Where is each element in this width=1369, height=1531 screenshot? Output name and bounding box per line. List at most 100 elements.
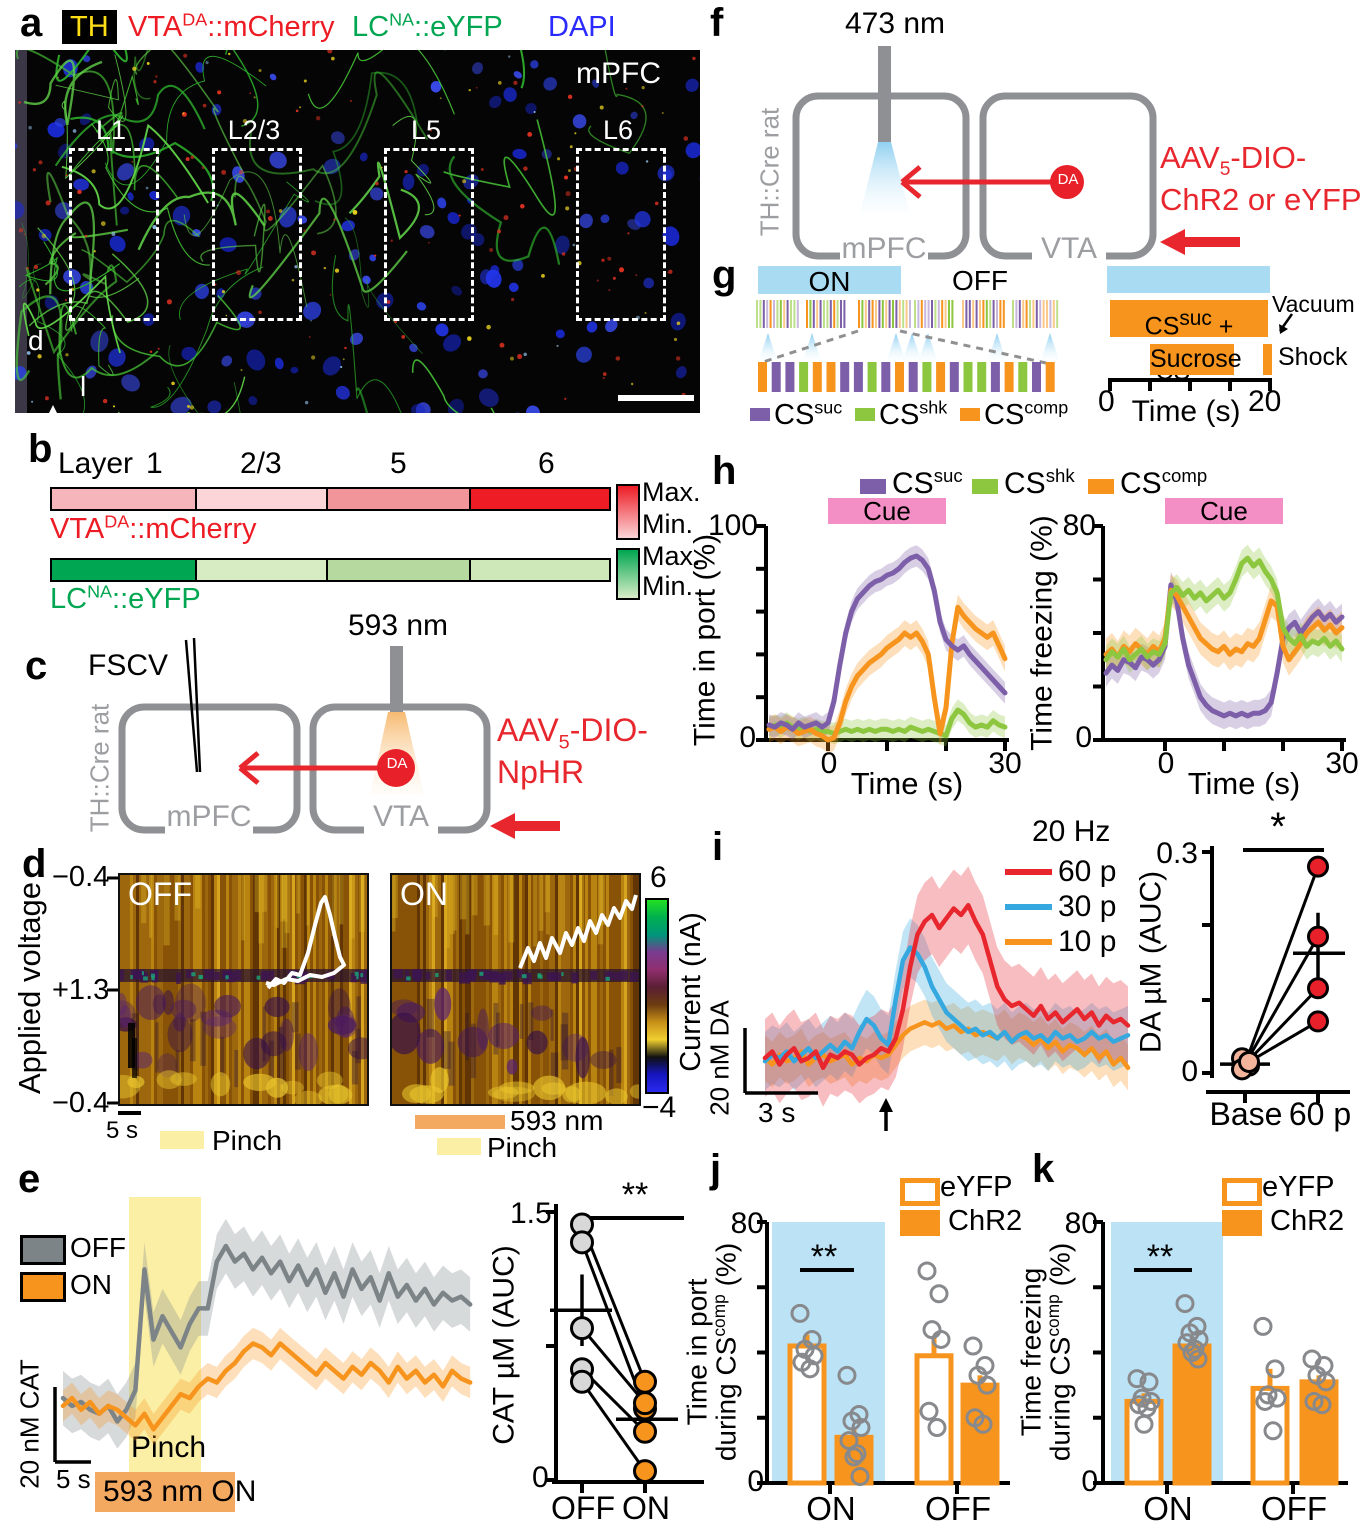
j-xtick-on: ON bbox=[806, 1490, 856, 1527]
k-ylabel: Time freezing during CScomp (%) bbox=[1015, 1242, 1075, 1462]
cat-auc-axis-label: CAT µM (AUC) bbox=[487, 1245, 521, 1445]
th-cre-rat-label-f: TH::Cre rat bbox=[754, 107, 785, 237]
laser-swatch-on bbox=[415, 1115, 505, 1129]
wavelength-473-label: 473 nm bbox=[844, 7, 946, 40]
legend-60p: 60 p bbox=[1058, 855, 1117, 888]
eyfp-seg-l6 bbox=[471, 560, 609, 580]
j-significance: ** bbox=[810, 1238, 838, 1276]
cs-shk-legend: CSshk bbox=[879, 397, 948, 431]
panel-g-label: g bbox=[712, 253, 737, 297]
j-ymax: 80 bbox=[730, 1207, 764, 1240]
virus-label-c-line2: NpHR bbox=[497, 754, 585, 790]
h-right-ymax: 80 bbox=[1062, 509, 1096, 542]
layer-label-l23: L2/3 bbox=[227, 115, 281, 145]
panel-e-label: e bbox=[18, 1157, 41, 1201]
panel-k-label: k bbox=[1032, 1147, 1055, 1191]
j-chr2-swatch bbox=[900, 1210, 940, 1236]
pinch-label-off: Pinch bbox=[212, 1125, 283, 1156]
h-right-x0: 0 bbox=[1157, 747, 1175, 780]
shock-label: Shock bbox=[1278, 343, 1348, 371]
mcherry-gradient-legend bbox=[616, 484, 640, 540]
layer-label-l6: L6 bbox=[602, 115, 634, 145]
cs-shk-swatch bbox=[855, 408, 875, 421]
vta-box-label-c: VTA bbox=[364, 800, 438, 834]
colorbar-min: −4 bbox=[642, 1091, 677, 1124]
k-xtick-off: OFF bbox=[1261, 1490, 1327, 1527]
da-neuron-label-f: DA bbox=[1057, 171, 1079, 188]
pinch-swatch-on bbox=[437, 1138, 481, 1155]
vta-mcherry-label: VTADA::mCherry bbox=[128, 9, 335, 43]
colorbar-max: 6 bbox=[650, 861, 667, 894]
lc-eyfp-label: LCNA::eYFP bbox=[352, 9, 503, 43]
virus-label-f-line2: ChR2 or eYFP bbox=[1160, 182, 1362, 217]
layer-col-6: 6 bbox=[538, 447, 555, 480]
heatmap-on-label: ON bbox=[400, 876, 448, 912]
off-legend-swatch bbox=[20, 1235, 66, 1265]
mcherry-seg-l5 bbox=[328, 489, 471, 509]
h-left-ymin: 0 bbox=[739, 721, 756, 754]
mcherry-seg-l23 bbox=[197, 489, 328, 509]
laser-window-band bbox=[95, 1472, 235, 1512]
k-ymax: 80 bbox=[1064, 1207, 1098, 1240]
h-right-ymin: 0 bbox=[1075, 721, 1092, 754]
cs-comp-legend: CScomp bbox=[984, 397, 1069, 431]
eyfp-intensity-bar bbox=[50, 558, 611, 582]
virus-label-c-line1: AAV5-DIO- bbox=[497, 712, 648, 754]
j-chr2-legend: ChR2 bbox=[948, 1205, 1023, 1237]
vta-box-label-f: VTA bbox=[1032, 232, 1106, 266]
h-right-x30: 30 bbox=[1325, 747, 1359, 780]
laser-window-label: 593 nm ON bbox=[103, 1475, 257, 1508]
fscv-heatmap-on bbox=[390, 873, 641, 1106]
k-chr2-swatch bbox=[1222, 1210, 1262, 1236]
layer-box-l5 bbox=[384, 148, 474, 321]
i-xtick-base: Base bbox=[1209, 1096, 1283, 1132]
trial-t20: 20 bbox=[1248, 385, 1282, 418]
panel-i-label: i bbox=[712, 825, 724, 869]
h-left-x0: 0 bbox=[820, 747, 838, 780]
mcherry-min: Min. bbox=[642, 509, 694, 539]
h-right-time-axis: Time (s) bbox=[1187, 766, 1301, 801]
h-cs-shk-swatch bbox=[972, 479, 998, 494]
mpfc-micrograph bbox=[15, 50, 700, 413]
eyfp-max: Max. bbox=[642, 541, 701, 571]
voltage-tick-bottom: −0.4 bbox=[52, 1087, 110, 1119]
wavelength-593-label: 593 nm bbox=[347, 609, 449, 642]
pinch-swatch-off bbox=[160, 1131, 204, 1149]
heatmap-off-label: OFF bbox=[128, 876, 192, 912]
laser-off-epoch: OFF bbox=[952, 265, 1008, 296]
layer-label-l5: L5 bbox=[410, 115, 442, 145]
i-timescale-label: 3 s bbox=[758, 1097, 796, 1128]
e-xtick-off: OFF bbox=[551, 1490, 615, 1526]
da-scalebar-label: 20 nM DA bbox=[704, 1000, 735, 1116]
j-eyfp-swatch bbox=[900, 1178, 940, 1206]
panel-d-label: d bbox=[22, 842, 47, 886]
voltage-tick-mid: +1.3 bbox=[52, 974, 110, 1006]
k-xtick-on: ON bbox=[1143, 1490, 1193, 1527]
eyfp-seg-l23 bbox=[197, 560, 328, 580]
panel-h-label: h bbox=[712, 449, 737, 493]
layer-header: Layer bbox=[58, 447, 134, 480]
layer-box-l6 bbox=[576, 148, 666, 321]
region-label: mPFC bbox=[576, 57, 661, 90]
stim-freq-label: 20 Hz bbox=[1032, 815, 1111, 848]
da-auc-min-tick: 0 bbox=[1181, 1055, 1198, 1088]
h-cs-comp-swatch bbox=[1088, 479, 1114, 494]
eyfp-seg-l5 bbox=[328, 560, 471, 580]
lateral-axis-label: l bbox=[80, 371, 87, 402]
legend-10p: 10 p bbox=[1058, 925, 1117, 958]
eyfp-bar-label: LCNA::eYFP bbox=[50, 581, 201, 615]
eyfp-min: Min. bbox=[642, 571, 694, 601]
dapi-label: DAPI bbox=[548, 11, 616, 43]
virus-label-f-line1: AAV5-DIO- bbox=[1160, 140, 1307, 181]
trial-time-axis-label: Time (s) bbox=[1131, 395, 1241, 428]
panel-a-label: a bbox=[20, 1, 43, 45]
layer-box-l23 bbox=[212, 148, 302, 321]
eyfp-seg-l1 bbox=[52, 560, 197, 580]
legend-30p: 30 p bbox=[1058, 890, 1117, 923]
cs-suc-legend: CSsuc bbox=[774, 397, 843, 431]
pinch-window-label: Pinch bbox=[131, 1431, 207, 1464]
trial-t0: 0 bbox=[1098, 385, 1115, 418]
mcherry-seg-l6 bbox=[471, 489, 609, 509]
j-eyfp-legend: eYFP bbox=[940, 1171, 1013, 1203]
